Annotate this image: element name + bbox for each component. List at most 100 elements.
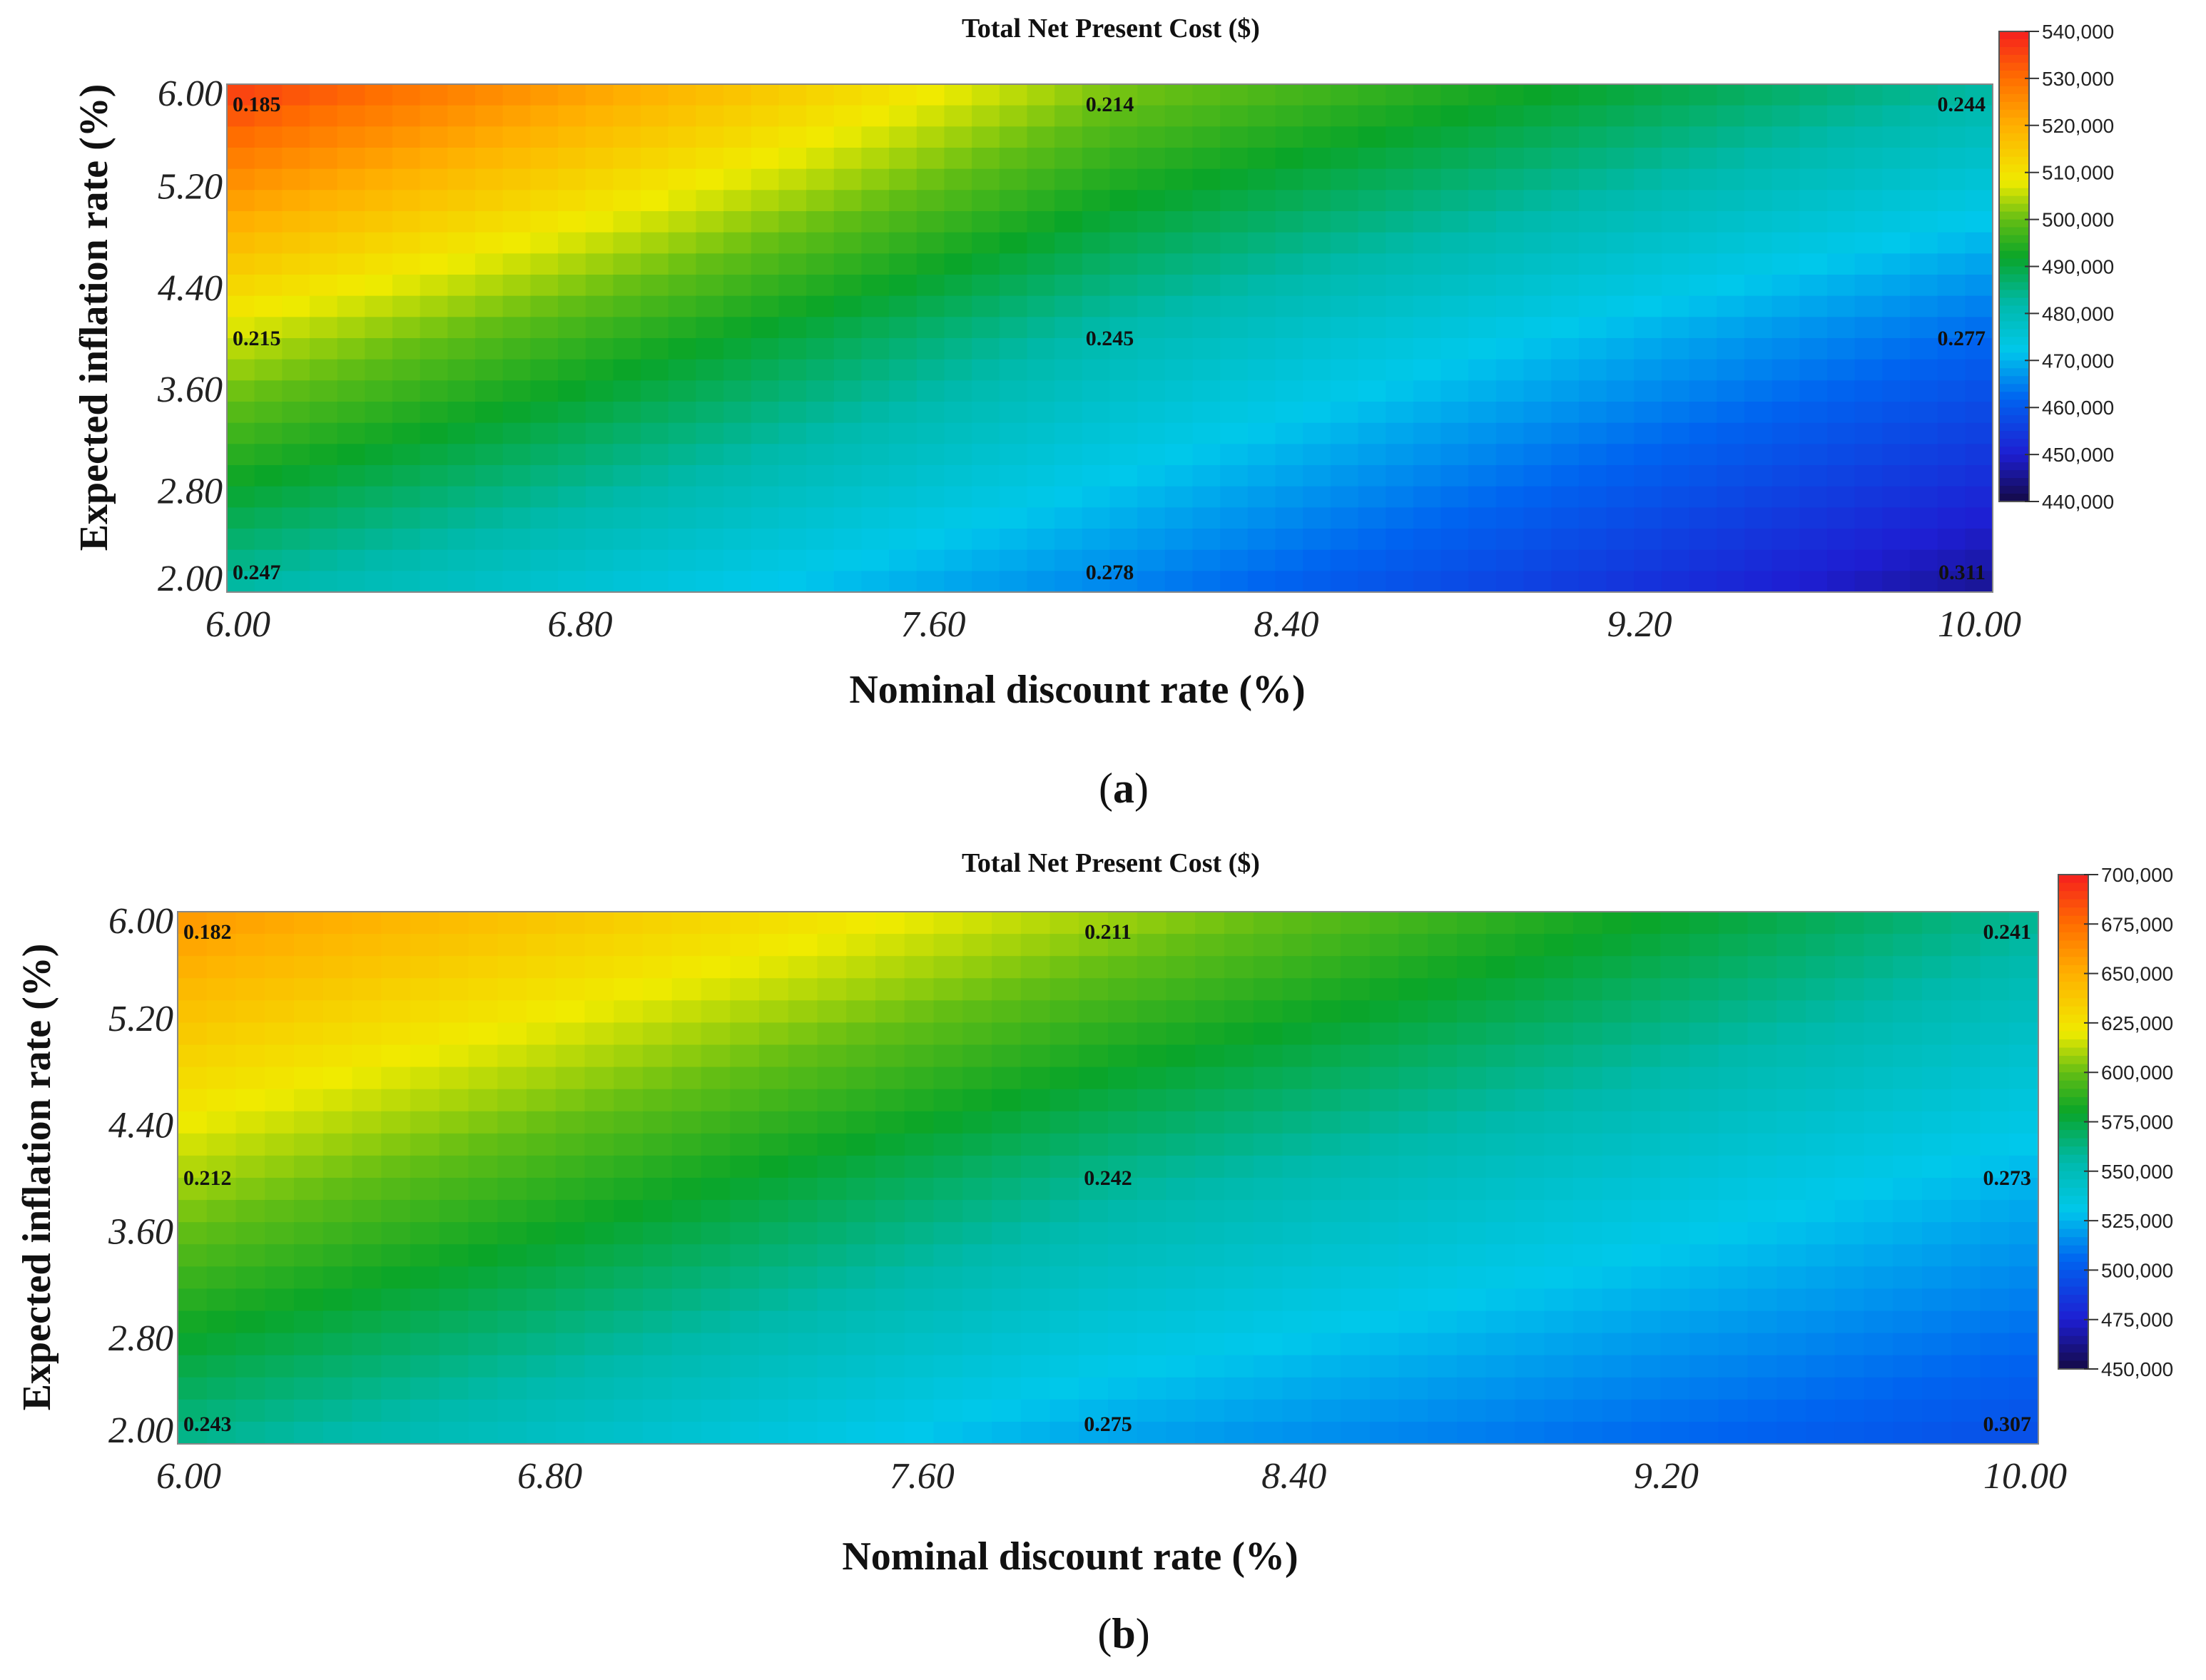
heatmap-cell <box>475 211 504 233</box>
heatmap-cell <box>1398 1266 1429 1290</box>
heatmap-cell <box>904 1399 935 1422</box>
heatmap-cell <box>1634 168 1662 191</box>
heatmap-cell <box>502 295 532 318</box>
heatmap-cell <box>558 486 586 509</box>
heatmap-cell <box>1772 380 1801 402</box>
heatmap-cell <box>1413 84 1442 106</box>
heatmap-cell <box>730 1333 760 1356</box>
heatmap-cell <box>475 486 504 509</box>
heatmap-cell <box>447 359 476 382</box>
heatmap-cell <box>643 1333 673 1356</box>
heatmap-cell <box>904 1421 935 1445</box>
heatmap-cell <box>178 1000 208 1024</box>
heatmap-cell <box>1660 978 1690 1002</box>
heatmap-cell <box>365 359 393 382</box>
heatmap-cell <box>1054 317 1083 339</box>
heatmap-cell <box>420 422 449 445</box>
heatmap-cell <box>352 978 382 1002</box>
heatmap-cell <box>614 934 644 957</box>
heatmap-cell <box>806 465 835 487</box>
heatmap-cell <box>1799 529 1828 551</box>
heatmap-cell <box>759 934 789 957</box>
heatmap-cell <box>1311 1133 1341 1156</box>
heatmap-cell <box>962 1200 992 1223</box>
heatmap-cell <box>751 211 780 233</box>
heatmap-cell <box>1806 1288 1836 1312</box>
heatmap-cell <box>1195 1333 1225 1356</box>
heatmap-cell <box>1834 1089 1865 1112</box>
heatmap-cell <box>668 211 697 233</box>
heatmap-cell <box>643 1266 673 1290</box>
heatmap-cell <box>381 956 411 979</box>
heatmap-cell <box>1330 529 1359 551</box>
heatmap-cell <box>1965 338 1993 360</box>
heatmap-cell <box>1882 571 1911 593</box>
heatmap-cell <box>861 465 890 487</box>
heatmap-cell <box>254 380 283 402</box>
heatmap-cell <box>585 126 614 148</box>
heatmap-cell <box>1311 978 1341 1002</box>
heatmap-cell <box>497 1355 527 1378</box>
heatmap-cell <box>1341 1266 1371 1290</box>
heatmap-cell <box>322 1200 353 1223</box>
heatmap-cell <box>1275 486 1303 509</box>
heatmap-cell <box>1717 507 1745 529</box>
heatmap-cell <box>227 275 255 297</box>
heatmap-cell <box>889 275 918 297</box>
heatmap-cell <box>1413 253 1442 275</box>
heatmap-cell <box>527 956 556 979</box>
heatmap-cell <box>1544 1066 1574 1090</box>
heatmap-cell <box>337 338 366 360</box>
heatmap-cell <box>1137 529 1166 551</box>
heatmap-cell <box>751 126 780 148</box>
heatmap-cell <box>992 1288 1022 1312</box>
heatmap-cell <box>227 359 255 382</box>
heatmap-cell <box>1413 549 1442 572</box>
heatmap-cell <box>1413 190 1442 212</box>
heatmap-cell <box>1893 1377 1923 1400</box>
heatmap-cell <box>1020 1044 1051 1068</box>
heatmap-cell <box>1777 1155 1806 1178</box>
heatmap-cell <box>1799 211 1828 233</box>
heatmap-cell <box>1578 529 1607 551</box>
heatmap-cell <box>1166 1155 1196 1178</box>
heatmap-cell <box>972 465 1000 487</box>
heatmap-cell <box>730 1355 760 1378</box>
heatmap-cell <box>1634 380 1662 402</box>
heatmap-cell <box>1311 934 1341 957</box>
heatmap-cell <box>1108 1222 1138 1246</box>
heatmap-cell <box>1717 275 1745 297</box>
heatmap-cell <box>1634 148 1662 170</box>
heatmap-cell <box>1922 978 1952 1002</box>
heatmap-cell <box>788 1266 818 1290</box>
heatmap-cell <box>641 105 669 128</box>
heatmap-cell <box>723 317 752 339</box>
heatmap-cell <box>861 402 890 424</box>
heatmap-cell <box>1311 1310 1341 1334</box>
heatmap-cell <box>254 359 283 382</box>
heatmap-cell <box>933 1000 964 1024</box>
heatmap-cell <box>1386 105 1414 128</box>
heatmap-cell <box>916 549 945 572</box>
heatmap-cell <box>999 402 1028 424</box>
heatmap-cell <box>447 317 476 339</box>
heatmap-cell <box>468 1066 499 1090</box>
heatmap-cell <box>1109 253 1138 275</box>
heatmap-cell <box>1631 1178 1662 1201</box>
heatmap-cell <box>1602 978 1632 1002</box>
heatmap-cell <box>806 359 835 382</box>
heatmap-cell <box>1718 1333 1749 1356</box>
heatmap-cell <box>1220 211 1249 233</box>
heatmap-cell <box>1689 444 1718 466</box>
colorbar-segment <box>2058 998 2088 1007</box>
heatmap-cell <box>730 1022 760 1046</box>
heatmap-cell <box>206 1377 237 1400</box>
heatmap-cell <box>1661 148 1690 170</box>
heatmap-cell <box>497 1333 527 1356</box>
heatmap-cell <box>1882 232 1911 255</box>
heatmap-cell <box>1573 1044 1603 1068</box>
heatmap-cell <box>584 956 615 979</box>
heatmap-cell <box>861 317 890 339</box>
heatmap-cell <box>668 422 697 445</box>
heatmap-cell <box>1247 380 1276 402</box>
